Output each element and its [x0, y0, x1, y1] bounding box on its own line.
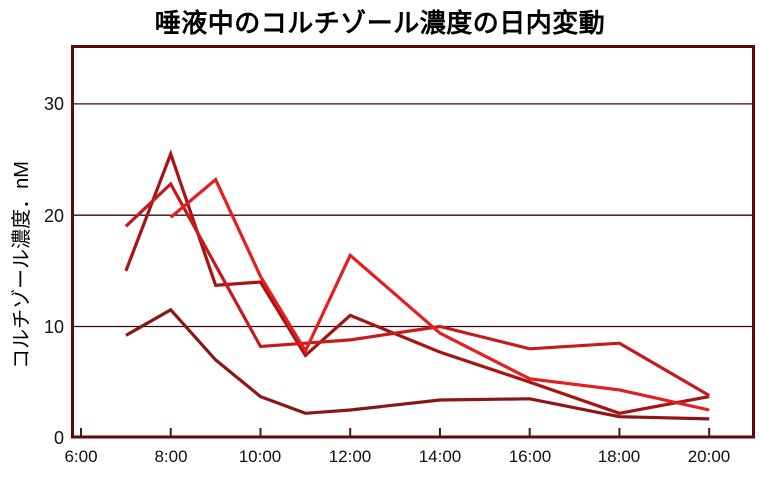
line-4-bright-red — [169, 177, 710, 412]
y-tick-label: 20 — [43, 206, 64, 226]
line-3-medium-red — [124, 181, 711, 397]
line-1-darkest — [125, 307, 710, 421]
x-tick-label: 6:00 — [64, 447, 98, 466]
x-tick-label: 16:00 — [508, 447, 552, 466]
y-tick-label: 10 — [43, 317, 64, 337]
x-tick-label: 8:00 — [154, 447, 188, 466]
y-tick-label: 0 — [53, 428, 64, 448]
x-tick-label: 18:00 — [597, 447, 641, 466]
line-2-dark-red — [124, 149, 710, 415]
plot-border — [71, 45, 755, 439]
x-tick-label: 14:00 — [418, 447, 462, 466]
x-tick-label: 20:00 — [687, 447, 731, 466]
chart-title: 唾液中のコルチゾール濃度の日内変動 — [154, 8, 606, 38]
x-tick-label: 12:00 — [328, 447, 372, 466]
y-tick-label: 30 — [43, 94, 64, 114]
x-tick-label: 10:00 — [238, 447, 282, 466]
